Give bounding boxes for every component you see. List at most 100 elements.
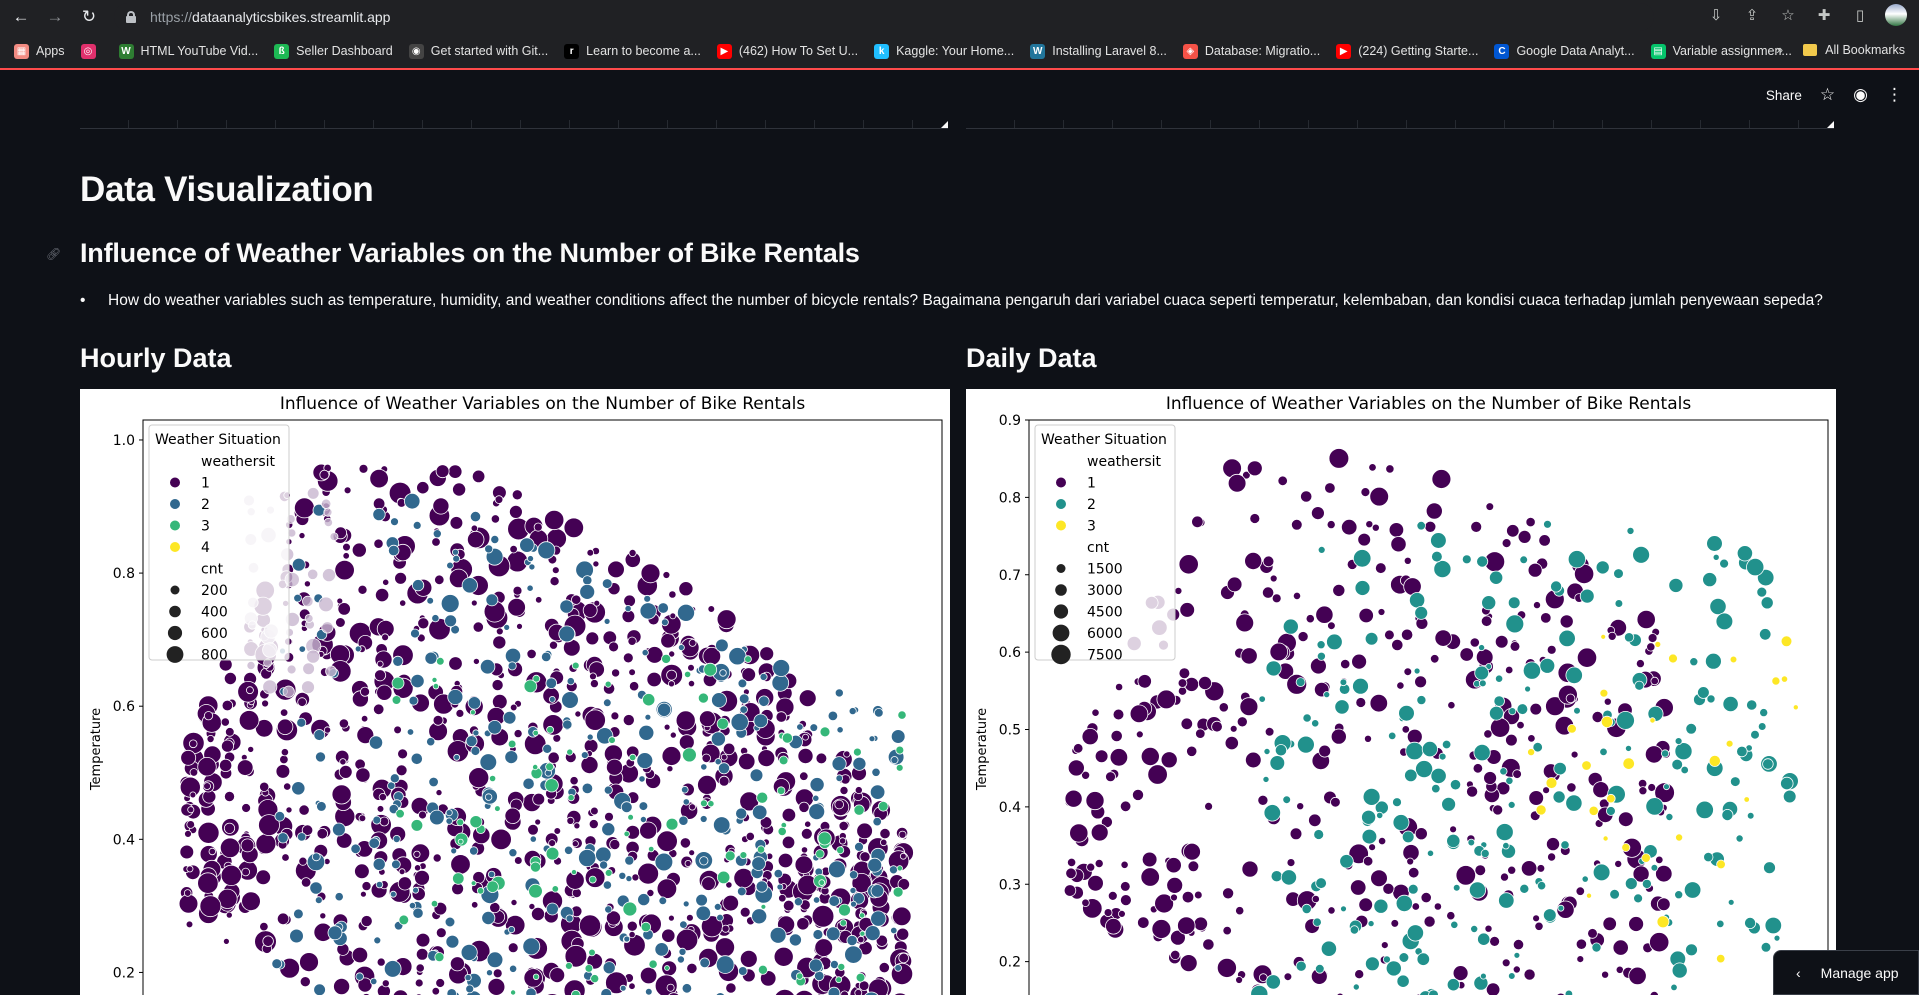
bookmark-item[interactable]: ▦ Apps <box>14 43 65 59</box>
scatter-point <box>852 756 867 771</box>
scatter-point <box>582 575 593 586</box>
scatter-point <box>745 831 755 841</box>
scatter-point <box>1645 797 1664 816</box>
scatter-point <box>602 880 613 890</box>
scatter-point <box>599 860 609 870</box>
scatter-point <box>890 756 899 765</box>
scatter-point <box>487 870 496 879</box>
bookmark-item[interactable]: ▶ (462) How To Set U... <box>716 43 858 59</box>
scatter-point <box>668 650 676 658</box>
scatter-point <box>255 869 272 886</box>
scatter-point <box>601 578 613 589</box>
bookmark-item[interactable]: ◉ Get started with Git... <box>408 43 548 59</box>
scatter-point <box>1235 906 1245 916</box>
bookmark-item[interactable]: ß Seller Dashboard <box>274 43 393 59</box>
address-bar[interactable]: https://dataanalyticsbikes.streamlit.app <box>114 3 1654 31</box>
all-bookmarks-button[interactable]: All Bookmarks <box>1825 43 1905 57</box>
scatter-point <box>1441 796 1457 812</box>
bookmark-item[interactable]: W Installing Laravel 8... <box>1030 43 1167 59</box>
scatter-point <box>1362 787 1381 806</box>
scatter-point <box>679 920 688 929</box>
bookmark-item[interactable]: k Kaggle: Your Home... <box>874 43 1014 59</box>
scatter-point <box>1647 633 1658 643</box>
scatter-point <box>1599 688 1609 698</box>
daily-expander-edge[interactable] <box>966 117 1834 129</box>
scatter-point <box>301 824 314 836</box>
scatter-point <box>728 647 747 666</box>
profile-avatar[interactable] <box>1885 4 1907 26</box>
bookmark-item[interactable]: W HTML YouTube Vid... <box>118 43 258 59</box>
scatter-point <box>334 892 344 902</box>
link-anchor-icon[interactable]: 🔗︎ <box>46 247 62 261</box>
scatter-point <box>223 671 237 685</box>
back-icon[interactable]: ← <box>12 7 30 26</box>
bookmark-item[interactable]: ▶ (224) Getting Starte... <box>1336 43 1478 59</box>
scatter-point <box>683 670 692 678</box>
extensions-icon[interactable]: ✚ <box>1817 7 1831 24</box>
scatter-point <box>394 571 408 585</box>
scatter-point <box>1559 614 1574 629</box>
bookmark-item[interactable]: C Google Data Analyt... <box>1494 43 1635 59</box>
bookmark-item[interactable]: ▤ Variable assignmen... <box>1650 43 1792 59</box>
scatter-point <box>1625 744 1633 752</box>
scatter-point <box>1478 679 1487 688</box>
github-icon[interactable]: ◉ <box>1853 85 1868 104</box>
hourly-expander-edge[interactable] <box>80 117 948 129</box>
plot-frame <box>142 419 943 995</box>
bookmark-label: Variable assignmen... <box>1672 44 1792 58</box>
scatter-point <box>1328 448 1350 469</box>
scatter-point <box>183 889 192 897</box>
scatter-point <box>1716 919 1725 929</box>
scatter-point <box>298 856 308 866</box>
manage-app-button[interactable]: ‹ Manage app <box>1773 950 1919 995</box>
scatter-point <box>758 695 770 707</box>
share-button[interactable]: Share <box>1765 87 1802 103</box>
scatter-point <box>738 752 756 771</box>
star-icon[interactable]: ☆ <box>1819 85 1836 104</box>
scatter-point <box>1318 744 1332 758</box>
bookmark-item[interactable]: ◎ <box>80 43 103 59</box>
scatter-point <box>1780 675 1789 683</box>
share-page-icon[interactable]: ⇪ <box>1745 7 1759 24</box>
url-text[interactable]: https://dataanalyticsbikes.streamlit.app <box>150 9 391 25</box>
bookmark-star-icon[interactable]: ☆ <box>1781 7 1795 24</box>
scatter-point <box>487 719 503 735</box>
scatter-point <box>180 749 197 766</box>
scatter-point <box>1405 741 1424 761</box>
scatter-point <box>760 903 767 910</box>
legend-size-title: cnt <box>201 562 224 578</box>
side-panel-icon[interactable]: ▯ <box>1855 7 1865 24</box>
scatter-point <box>1709 597 1727 616</box>
scatter-point <box>309 881 323 895</box>
scatter-point <box>481 911 496 926</box>
scatter-point <box>432 497 450 515</box>
scatter-point <box>1229 724 1238 733</box>
scatter-point <box>1715 612 1734 631</box>
kebab-menu-icon[interactable]: ⋮ <box>1886 85 1903 104</box>
scatter-point <box>871 767 881 777</box>
scatter-point <box>1683 881 1702 899</box>
reload-icon[interactable]: ↻ <box>81 7 97 26</box>
bookmarks-overflow-button[interactable]: » <box>1776 43 1784 57</box>
scatter-point <box>511 489 523 501</box>
forward-icon[interactable]: → <box>46 7 64 26</box>
scatter-point <box>628 930 636 939</box>
scatter-point <box>289 928 304 944</box>
scatter-point <box>688 803 696 811</box>
scatter-point <box>1474 665 1490 681</box>
scatter-point <box>857 935 865 944</box>
scatter-point <box>426 597 435 605</box>
scatter-point <box>897 710 907 720</box>
bookmark-item[interactable]: ◈ Database: Migratio... <box>1182 43 1320 59</box>
install-app-icon[interactable]: ⇩ <box>1709 7 1723 24</box>
scatter-point <box>661 653 672 664</box>
scatter-point <box>851 872 872 894</box>
scatter-point <box>494 495 504 504</box>
scatter-point <box>718 762 731 775</box>
bookmark-item[interactable]: r Learn to become a... <box>564 43 701 59</box>
scatter-point <box>445 809 453 817</box>
chart-title: Influence of Weather Variables on the Nu… <box>1166 394 1692 414</box>
scatter-point <box>373 703 385 716</box>
scatter-point <box>678 581 694 597</box>
scatter-point <box>850 900 857 908</box>
